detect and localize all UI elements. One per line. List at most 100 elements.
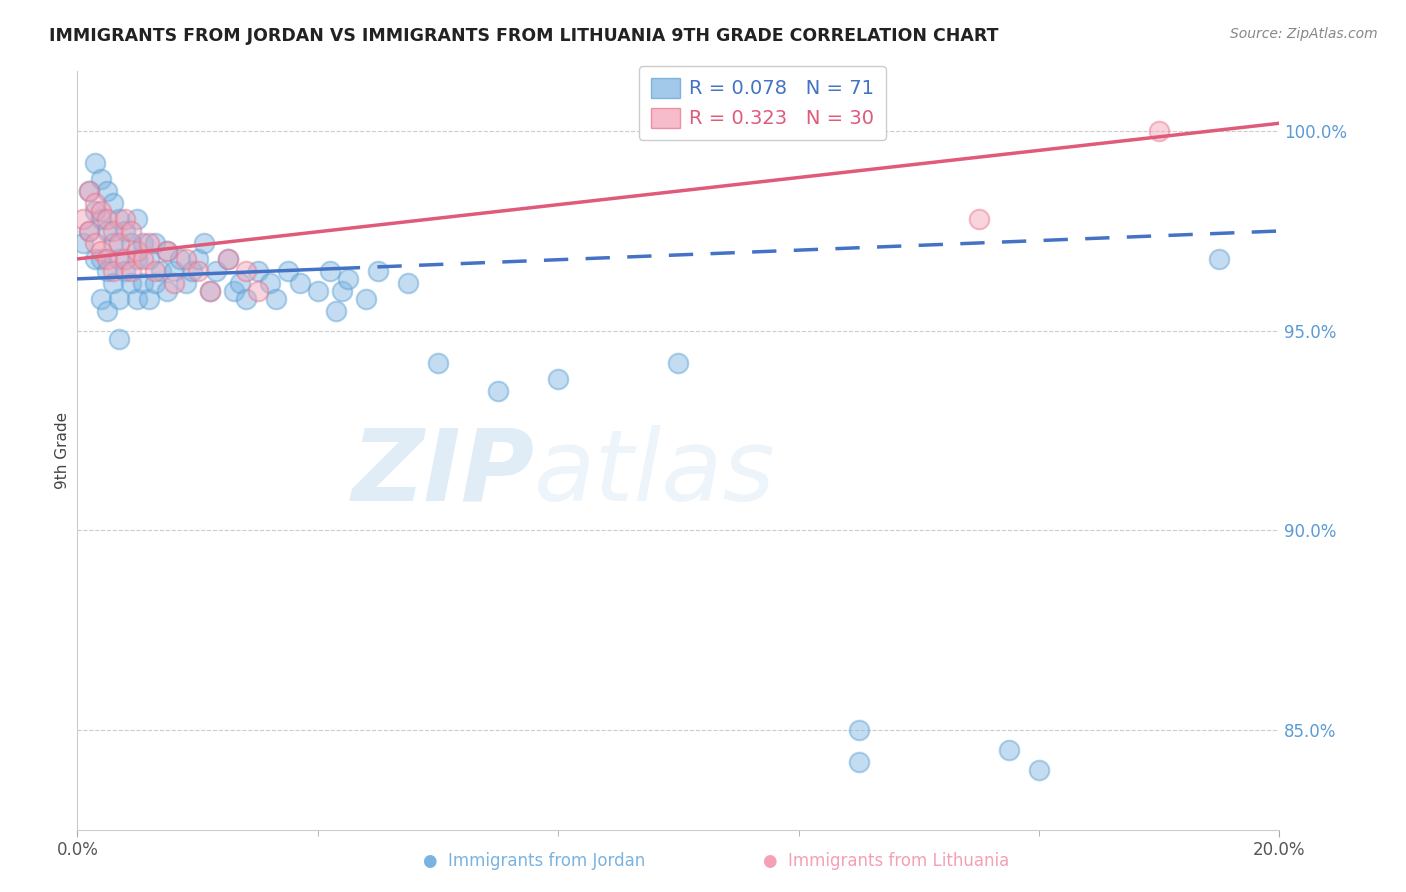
Point bbox=[90, 204, 112, 219]
Point bbox=[132, 276, 155, 290]
Point bbox=[127, 252, 149, 266]
Point bbox=[325, 303, 347, 318]
Point bbox=[90, 244, 112, 258]
Point bbox=[108, 292, 131, 306]
Point bbox=[84, 235, 107, 250]
Point bbox=[103, 235, 125, 250]
Point bbox=[967, 212, 990, 227]
Point bbox=[138, 252, 160, 266]
Point bbox=[108, 212, 131, 227]
Point bbox=[138, 292, 160, 306]
Point bbox=[79, 224, 101, 238]
Point bbox=[145, 276, 167, 290]
Point bbox=[114, 264, 136, 278]
Text: atlas: atlas bbox=[534, 425, 776, 522]
Point bbox=[84, 204, 107, 219]
Point bbox=[96, 264, 118, 278]
Point bbox=[193, 235, 215, 250]
Point bbox=[84, 252, 107, 266]
Point bbox=[120, 276, 142, 290]
Point bbox=[198, 284, 221, 298]
Point bbox=[156, 244, 179, 258]
Point bbox=[367, 264, 389, 278]
Point bbox=[132, 252, 155, 266]
Point bbox=[277, 264, 299, 278]
Point bbox=[103, 224, 125, 238]
Point bbox=[84, 156, 107, 170]
Point bbox=[79, 224, 101, 238]
Point bbox=[1028, 763, 1050, 777]
Point bbox=[998, 743, 1021, 757]
Point bbox=[114, 252, 136, 266]
Point bbox=[96, 224, 118, 238]
Point bbox=[174, 252, 197, 266]
Point bbox=[90, 212, 112, 227]
Point bbox=[96, 212, 118, 227]
Point bbox=[1208, 252, 1230, 266]
Point bbox=[138, 235, 160, 250]
Y-axis label: 9th Grade: 9th Grade bbox=[55, 412, 70, 489]
Point bbox=[79, 184, 101, 198]
Point bbox=[145, 264, 167, 278]
Point bbox=[1149, 124, 1171, 138]
Point bbox=[162, 276, 184, 290]
Point bbox=[96, 303, 118, 318]
Point bbox=[668, 356, 690, 370]
Point bbox=[114, 224, 136, 238]
Point bbox=[108, 332, 131, 346]
Point bbox=[90, 292, 112, 306]
Point bbox=[114, 212, 136, 227]
Point bbox=[307, 284, 329, 298]
Point bbox=[96, 252, 118, 266]
Point bbox=[222, 284, 245, 298]
Point bbox=[354, 292, 377, 306]
Point bbox=[288, 276, 311, 290]
Point bbox=[186, 252, 209, 266]
Point bbox=[96, 184, 118, 198]
Point bbox=[547, 371, 569, 385]
Point bbox=[120, 235, 142, 250]
Point bbox=[103, 264, 125, 278]
Point bbox=[108, 235, 131, 250]
Point bbox=[72, 212, 94, 227]
Point bbox=[228, 276, 250, 290]
Point bbox=[246, 284, 269, 298]
Point bbox=[259, 276, 281, 290]
Point bbox=[186, 264, 209, 278]
Point bbox=[127, 244, 149, 258]
Text: Source: ZipAtlas.com: Source: ZipAtlas.com bbox=[1230, 27, 1378, 41]
Point bbox=[174, 276, 197, 290]
Point bbox=[90, 172, 112, 186]
Point bbox=[217, 252, 239, 266]
Point bbox=[145, 235, 167, 250]
Text: IMMIGRANTS FROM JORDAN VS IMMIGRANTS FROM LITHUANIA 9TH GRADE CORRELATION CHART: IMMIGRANTS FROM JORDAN VS IMMIGRANTS FRO… bbox=[49, 27, 998, 45]
Point bbox=[120, 264, 142, 278]
Point bbox=[127, 212, 149, 227]
Point bbox=[156, 284, 179, 298]
Point bbox=[848, 755, 870, 769]
Point bbox=[264, 292, 287, 306]
Text: ●  Immigrants from Lithuania: ● Immigrants from Lithuania bbox=[762, 852, 1010, 870]
Point bbox=[330, 284, 353, 298]
Text: ZIP: ZIP bbox=[352, 425, 534, 522]
Point bbox=[427, 356, 450, 370]
Point bbox=[72, 235, 94, 250]
Point bbox=[103, 276, 125, 290]
Point bbox=[84, 196, 107, 211]
Point bbox=[235, 292, 257, 306]
Legend: R = 0.078   N = 71, R = 0.323   N = 30: R = 0.078 N = 71, R = 0.323 N = 30 bbox=[638, 66, 886, 140]
Point bbox=[217, 252, 239, 266]
Point bbox=[120, 224, 142, 238]
Point bbox=[319, 264, 342, 278]
Point bbox=[848, 723, 870, 737]
Point bbox=[150, 264, 173, 278]
Point bbox=[180, 264, 202, 278]
Point bbox=[127, 292, 149, 306]
Point bbox=[79, 184, 101, 198]
Point bbox=[103, 196, 125, 211]
Text: ●  Immigrants from Jordan: ● Immigrants from Jordan bbox=[423, 852, 645, 870]
Point bbox=[132, 235, 155, 250]
Point bbox=[336, 272, 359, 286]
Point bbox=[108, 252, 131, 266]
Point bbox=[486, 384, 509, 398]
